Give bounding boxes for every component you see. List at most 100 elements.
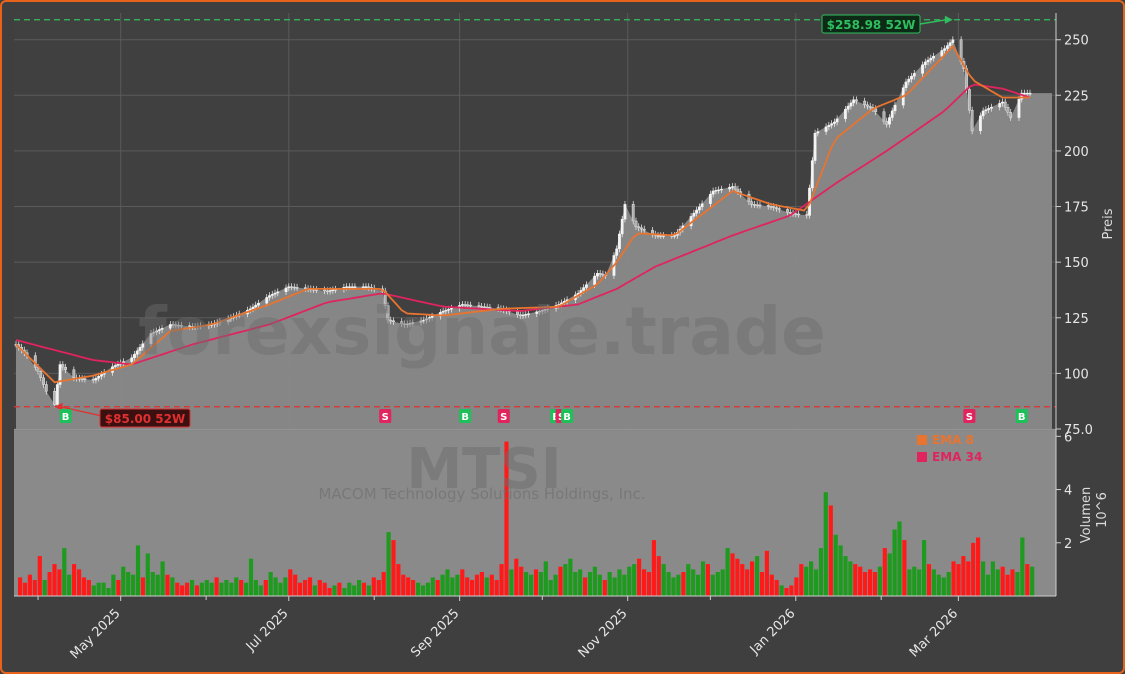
volume-bar-163 [818,548,823,596]
price-tick-label-2: 125 [1064,312,1089,327]
volume-tick-label-2: 6 [1064,430,1072,445]
low-52w-arrow [60,406,103,417]
candle-body [405,323,409,326]
candle-body [620,218,624,235]
candle-body [852,99,856,104]
volume-bar-116 [587,572,593,596]
candle-body [1017,99,1021,118]
candle-body [345,286,349,288]
volume-bar-23 [131,574,136,596]
candle-body [697,206,701,211]
candle-body [998,103,1002,108]
candle-body [488,307,492,309]
volume-bar-32 [175,582,180,596]
volume-bar-21 [121,566,126,596]
volume-bar-69 [357,580,362,596]
volume-bar-72 [371,577,376,596]
volume-bar-188 [941,577,946,596]
volume-bar-81 [416,582,421,596]
annotations: $258.98 52W$85.00 52WBSBSBSBSB [14,14,1056,428]
volume-bar-70 [361,582,367,596]
volume-bar-29 [160,561,165,596]
candle-body [350,286,354,288]
volume-bar-97 [494,580,499,596]
candle-body [42,377,45,385]
candle-body [797,213,800,216]
price-tick-label-6: 225 [1064,89,1089,104]
candle-body [168,324,172,329]
volume-bar-19 [111,574,116,596]
candle-body [1006,106,1010,113]
volume-bar-28 [155,574,160,596]
volume-bar-49 [258,585,263,596]
candle-body [328,290,332,292]
candle-body [736,188,740,192]
volume-bar-173 [868,569,873,596]
low-52w-label: $85.00 52W [105,412,185,426]
volume-bar-41 [219,582,224,596]
volume-bar-195 [976,537,981,596]
signal-buy-0 [59,409,72,423]
volume-bar-85 [435,580,440,596]
volume-bar-197 [985,574,991,596]
volume-bar-177 [887,553,892,596]
volume-bar-77 [396,564,401,596]
volume-bar-101 [514,558,519,596]
volume-bar-148 [745,569,750,596]
volume-bar-178 [892,529,897,596]
watermark-site: forexsignale.trade [138,293,826,370]
x-tick-label-1: Jul 2025 [243,606,292,655]
volume-bar-162 [813,569,819,596]
candle-body [485,306,489,309]
candle-body [155,330,158,333]
candle-body [885,120,889,125]
candle-body [463,304,467,306]
candle-body [53,390,56,405]
candle-body [584,284,588,288]
volume-bar-31 [170,577,175,596]
candle-body [855,99,858,102]
volume-bar-201 [1005,574,1010,596]
candle-body [39,370,43,379]
volume-bar-51 [268,572,273,596]
candle-body [719,188,723,191]
price-axis-label: Preis [1101,208,1116,239]
candles [14,36,1032,408]
candle-body [813,132,817,161]
volume-bar-159 [799,564,804,596]
volume-bar-35 [190,580,195,596]
volume-bar-12 [77,569,82,596]
candle-body [907,78,911,83]
candle-body [55,384,59,405]
x-tick-label-0: May 2025 [68,606,124,662]
volume-bar-68 [352,585,357,596]
volume-bar-106 [538,572,543,596]
volume-bar-115 [583,577,588,596]
volume-tick-label-0: 2 [1064,537,1072,552]
candle-body [157,329,161,331]
candle-body [188,325,191,327]
volume-bar-125 [632,564,637,596]
candle-body [331,289,335,292]
candle-body [113,365,117,367]
volume-bar-26 [145,553,150,596]
volume-bar-187 [936,574,941,596]
candle-body [72,369,76,379]
candle-body [411,322,415,324]
volume-bar-34 [185,582,190,596]
volume-bar-205 [1025,564,1030,596]
high-52w-label-box [821,14,921,34]
candle-body [805,214,809,216]
volume-bar-63 [327,588,332,596]
volume-bar-131 [661,564,666,596]
candle-body [133,354,136,359]
candle-body [44,384,48,392]
volume-bars [18,441,1035,596]
candle-body [824,126,828,132]
volume-bar-15 [91,585,96,596]
candle-body [292,286,296,289]
volume-bar-117 [592,566,597,596]
volume-bar-10 [67,574,72,596]
candle-body [325,290,329,292]
volume-bar-181 [907,569,912,596]
